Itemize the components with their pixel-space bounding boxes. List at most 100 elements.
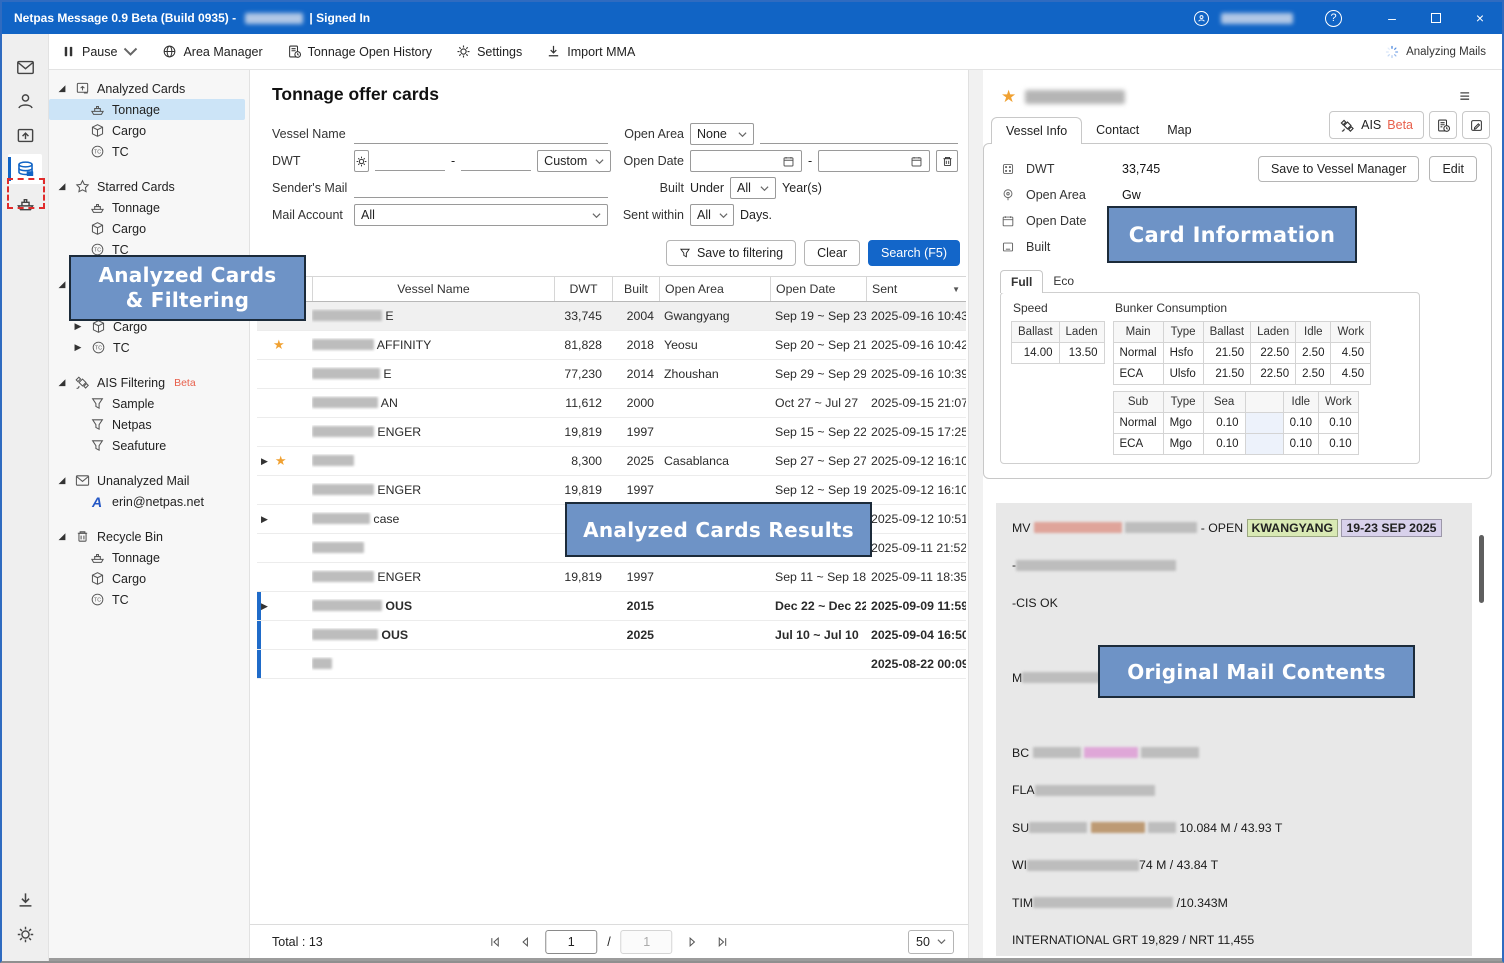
starred-icon[interactable]: ★ bbox=[275, 453, 287, 469]
page-input[interactable]: 1 bbox=[545, 930, 597, 954]
search-button[interactable]: Search (F5) bbox=[868, 240, 960, 266]
mini-table-cell: Normal bbox=[1113, 343, 1163, 364]
tree-item-tonnage[interactable]: Tonnage bbox=[49, 547, 249, 568]
table-row[interactable]: OUS2025Jul 10 ~ Jul 102025-09-04 16:50 bbox=[257, 621, 966, 650]
card-export-icon[interactable] bbox=[8, 120, 42, 150]
column-vessel-name[interactable]: Vessel Name bbox=[312, 277, 554, 301]
expand-row-icon[interactable]: ▶ bbox=[261, 456, 268, 467]
toolbar-tonnage-open-history-button[interactable]: Tonnage Open History bbox=[287, 44, 432, 59]
minimize-button[interactable]: – bbox=[1370, 2, 1414, 34]
mail-line: FLA bbox=[1012, 772, 1456, 810]
table-row[interactable]: ENGER19,8191997Sep 15 ~ Sep 222025-09-15… bbox=[257, 418, 966, 447]
tree-item-tonnage[interactable]: Tonnage bbox=[49, 99, 245, 120]
close-button[interactable]: × bbox=[1458, 2, 1502, 34]
last-page-button[interactable] bbox=[713, 932, 733, 952]
save-to-vessel-manager-button[interactable]: Save to Vessel Manager bbox=[1258, 156, 1420, 182]
tonnage-history-icon[interactable] bbox=[1429, 111, 1457, 139]
table-row[interactable]: E33,7452004GwangyangSep 19 ~ Sep 232025-… bbox=[257, 302, 966, 331]
table-row[interactable]: ENGER19,8191997Sep 11 ~ Sep 182025-09-11… bbox=[257, 563, 966, 592]
tree-item-sample[interactable]: Sample bbox=[49, 393, 249, 414]
open-area-select[interactable]: None bbox=[690, 123, 754, 145]
senders-mail-input[interactable] bbox=[354, 178, 608, 198]
dwt-min-input[interactable] bbox=[375, 151, 445, 171]
tab-eco[interactable]: Eco bbox=[1043, 270, 1084, 292]
ais-button[interactable]: AISBeta bbox=[1329, 111, 1424, 139]
edit-button[interactable]: Edit bbox=[1429, 156, 1477, 182]
help-button[interactable]: ? bbox=[1325, 10, 1342, 27]
open-date-to-input[interactable] bbox=[818, 150, 930, 172]
table-row[interactable]: ★ AFFINITY81,8282018YeosuSep 20 ~ Sep 21… bbox=[257, 331, 966, 360]
table-row[interactable]: AN11,6122000Oct 27 ~ Jul 272025-09-15 21… bbox=[257, 389, 966, 418]
clear-button[interactable]: Clear bbox=[804, 240, 860, 266]
dwt-settings-button[interactable] bbox=[354, 150, 369, 172]
column-dwt[interactable]: DWT bbox=[554, 277, 612, 301]
tree-item-tc[interactable]: TCTC bbox=[49, 589, 249, 610]
table-row[interactable]: ENGER19,8191997Sep 12 ~ Sep 192025-09-12… bbox=[257, 476, 966, 505]
settings-gear-icon[interactable] bbox=[8, 919, 42, 949]
tree-item-cargo[interactable]: Cargo bbox=[49, 120, 249, 141]
mail-icon[interactable] bbox=[8, 52, 42, 82]
tree-group-analyzed-cards[interactable]: ◢Analyzed Cards bbox=[49, 78, 249, 99]
download-icon[interactable] bbox=[8, 885, 42, 915]
tree-item-seafuture[interactable]: Seafuture bbox=[49, 435, 249, 456]
sent-within-select[interactable]: All bbox=[690, 204, 734, 226]
results-footer: Total : 13 1 / 1 50 bbox=[250, 924, 968, 958]
toolbar-area-manager-button[interactable]: Area Manager bbox=[162, 44, 262, 59]
maximize-button[interactable] bbox=[1414, 2, 1458, 34]
pagination: 1 / 1 bbox=[485, 930, 732, 954]
table-row[interactable]: ▶★ 8,3002025CasablancaSep 27 ~ Sep 27202… bbox=[257, 447, 966, 476]
vessel-name-input[interactable] bbox=[354, 124, 608, 144]
tab-full[interactable]: Full bbox=[1000, 270, 1043, 293]
tree-group-ais-filtering[interactable]: ◢AIS FilteringBeta bbox=[49, 372, 249, 393]
tree-item-tc[interactable]: ▶TCTC bbox=[49, 337, 249, 358]
column-open-area[interactable]: Open Area bbox=[659, 277, 770, 301]
built-select[interactable]: All bbox=[730, 177, 776, 199]
per-page-select[interactable]: 50 bbox=[908, 930, 954, 954]
save-to-filtering-button[interactable]: Save to filtering bbox=[666, 240, 796, 266]
tab-map[interactable]: Map bbox=[1153, 117, 1205, 143]
toolbar-pause-button[interactable]: Pause bbox=[61, 44, 138, 59]
first-page-button[interactable] bbox=[485, 932, 505, 952]
tree-item-erin-netpas-net[interactable]: Aerin@netpas.net bbox=[49, 491, 249, 512]
column-open-date[interactable]: Open Date bbox=[770, 277, 866, 301]
table-row[interactable]: ▶ OUS2015Dec 22 ~ Dec 222025-09-09 11:59 bbox=[257, 592, 966, 621]
sort-descending-icon[interactable]: ▼ bbox=[952, 285, 960, 294]
previous-page-button[interactable] bbox=[515, 932, 535, 952]
tree-group-starred-cards[interactable]: ◢Starred Cards bbox=[49, 176, 249, 197]
open-date-clear-button[interactable] bbox=[936, 150, 958, 172]
tree-item-tonnage[interactable]: Tonnage bbox=[49, 197, 249, 218]
tab-contact[interactable]: Contact bbox=[1082, 117, 1153, 143]
svg-text:TC: TC bbox=[95, 346, 102, 352]
redacted-text bbox=[1084, 747, 1138, 758]
toolbar-import-mma-button[interactable]: Import MMA bbox=[546, 44, 635, 59]
dwt-max-input[interactable] bbox=[461, 151, 531, 171]
column-built[interactable]: Built bbox=[612, 277, 659, 301]
results-table-header[interactable]: Vessel Name DWT Built Open Area Open Dat… bbox=[257, 276, 966, 302]
tree-group-unanalyzed-mail[interactable]: ◢Unanalyzed Mail bbox=[49, 470, 249, 491]
expand-row-icon[interactable]: ▶ bbox=[261, 601, 268, 612]
tree-item-cargo[interactable]: Cargo bbox=[49, 218, 249, 239]
dwt-preset-select[interactable]: Custom bbox=[537, 150, 611, 172]
vessel-star-icon[interactable]: ★ bbox=[1001, 87, 1016, 107]
contacts-icon[interactable] bbox=[8, 86, 42, 116]
toolbar-settings-button[interactable]: Settings bbox=[456, 44, 522, 59]
open-area-input[interactable] bbox=[760, 124, 958, 144]
card-menu-icon[interactable]: ≡ bbox=[1459, 86, 1470, 107]
next-page-button[interactable] bbox=[683, 932, 703, 952]
open-date-from-input[interactable] bbox=[690, 150, 802, 172]
tree-group-recycle-bin[interactable]: ◢Recycle Bin bbox=[49, 526, 249, 547]
tree-item-cargo[interactable]: Cargo bbox=[49, 568, 249, 589]
account-menu[interactable] bbox=[1194, 11, 1299, 26]
edit-note-icon[interactable] bbox=[1462, 111, 1490, 139]
tree-item-tc[interactable]: TCTC bbox=[49, 141, 249, 162]
tab-vessel-info[interactable]: Vessel Info bbox=[991, 117, 1082, 144]
mail-scrollbar[interactable] bbox=[1479, 535, 1484, 603]
expand-row-icon[interactable]: ▶ bbox=[261, 514, 268, 525]
original-mail-contents[interactable]: MV - OPEN KWANGYANG 19-23 SEP 2025--CIS … bbox=[996, 503, 1472, 956]
starred-icon[interactable]: ★ bbox=[273, 337, 285, 353]
table-row[interactable]: 2025-08-22 00:09 bbox=[257, 650, 966, 679]
mail-account-select[interactable]: All bbox=[354, 204, 608, 226]
tree-item-netpas[interactable]: Netpas bbox=[49, 414, 249, 435]
table-row[interactable]: E77,2302014ZhoushanSep 29 ~ Sep 292025-0… bbox=[257, 360, 966, 389]
column-sent[interactable]: Sent▼ bbox=[866, 277, 966, 301]
